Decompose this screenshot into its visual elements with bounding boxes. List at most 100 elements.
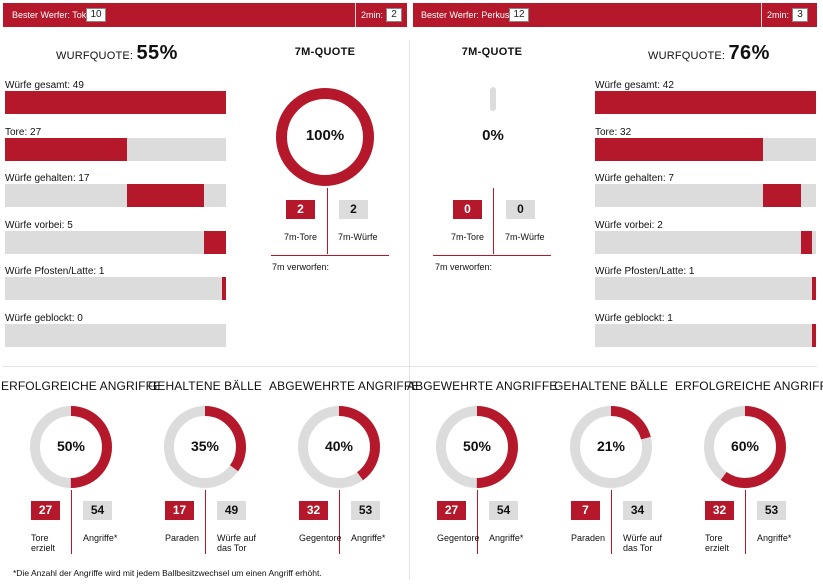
section-grey-label: Angriffe* [351, 533, 386, 543]
right-bar-label: Würfe geblockt: 1 [595, 312, 673, 324]
right-bar-label: Würfe gesamt: 42 [595, 80, 674, 91]
right-wurfquote: WURFQUOTE: 76% [648, 42, 770, 65]
right-7m-underline [433, 255, 551, 256]
section-donut-arc [570, 406, 652, 488]
left-7m-verworfen-label: 7m verworfen: [272, 262, 330, 272]
section-grey-value: 49 [217, 501, 246, 520]
section-donut-arc [704, 406, 786, 488]
left-best-scorer-label: Bester Werfer: Tokic [12, 10, 93, 20]
right-bar-fill [800, 230, 812, 254]
right-7m-title: 7M-QUOTE [461, 46, 523, 58]
right-bar-track [595, 323, 816, 347]
section-red-value: 17 [165, 501, 194, 520]
left-wurfquote-label: WURFQUOTE: [56, 50, 134, 62]
left-bar-label: Würfe geblockt: 0 [5, 312, 83, 324]
right-bar-track [595, 137, 816, 161]
right-bar-track [595, 184, 816, 207]
section-divider [71, 490, 72, 554]
section-donut [298, 406, 380, 488]
right-bar-label: Würfe gehalten: 7 [595, 173, 674, 184]
right-wurfquote-label: WURFQUOTE: [648, 50, 726, 62]
section-red-label: Tore erzielt [31, 533, 56, 553]
section-grey-value: 53 [757, 501, 786, 520]
left-wurfquote: WURFQUOTE: 55% [56, 42, 178, 65]
section-red-label: Gegentore [437, 533, 480, 543]
section-donut [570, 406, 652, 488]
right-best-scorer-value: 12 [509, 8, 529, 22]
left-bar-track [5, 230, 226, 254]
section-title: ABGEWEHRTE ANGRIFFE [407, 379, 558, 393]
section-donut [704, 406, 786, 488]
left-wurfquote-value: 55% [136, 42, 178, 64]
section-percent: 60% [730, 438, 760, 454]
left-bar-label: Tore: 27 [5, 126, 42, 138]
section-red-value: 32 [705, 501, 734, 520]
section-percent: 21% [596, 438, 626, 454]
section-divider [477, 490, 478, 554]
right-7m-tore-value: 0 [453, 200, 482, 219]
left-bar-fill [203, 230, 226, 254]
left-bar-fill [126, 184, 204, 207]
section-grey-value: 54 [83, 501, 112, 520]
section-red-value: 27 [437, 501, 466, 520]
section-percent: 50% [462, 438, 492, 454]
section-red-label: Paraden [571, 533, 606, 543]
left-7m-donut [276, 88, 374, 186]
right-bar-label: Würfe Pfosten/Latte: 1 [595, 266, 695, 277]
section-donut [436, 406, 518, 488]
right-bar-label: Tore: 32 [595, 126, 632, 138]
right-7m-divider [493, 188, 494, 254]
right-bar-fill [595, 137, 763, 161]
left-7m-tore-label: 7m-Tore [284, 232, 318, 242]
section-grey-label: Angriffe* [757, 533, 792, 543]
right-bar-fill [811, 277, 816, 300]
section-percent: 35% [190, 438, 220, 454]
left-bar-track [5, 137, 226, 161]
left-bar-label: Würfe vorbei: 5 [5, 219, 73, 231]
section-donut [164, 406, 246, 488]
section-red-label: Tore erzielt [705, 533, 730, 553]
section-red-value: 7 [571, 501, 600, 520]
right-bar-fill [762, 184, 801, 207]
right-7m-wuerfe-label: 7m-Würfe [505, 232, 545, 242]
left-7m-percent: 100% [305, 127, 345, 144]
left-7m-underline [271, 255, 389, 256]
left-best-scorer-value: 10 [86, 8, 106, 22]
section-donut [30, 406, 112, 488]
section-percent: 50% [56, 438, 86, 454]
left-7m-donut-arc [276, 88, 374, 186]
left-bar-track [5, 277, 226, 300]
left-7m-tore-value: 2 [286, 200, 315, 219]
right-bar-track [595, 277, 816, 300]
right-topbar: Bester Werfer: Perkusic 12 2min: 3 [413, 3, 817, 27]
right-7m-wuerfe-value: 0 [506, 200, 535, 219]
section-red-label: Gegentore [299, 533, 342, 543]
footnote: *Die Anzahl der Angriffe wird mit jedem … [13, 568, 322, 578]
section-divider [611, 490, 612, 554]
right-bar-track [595, 91, 816, 114]
section-title: ERFOLGREICHE ANGRIFFE [675, 379, 823, 393]
section-title: GEHALTENE BÄLLE [148, 379, 262, 393]
right-bar-track [595, 230, 816, 254]
section-title: GEHALTENE BÄLLE [554, 379, 668, 393]
right-best-scorer-label: Bester Werfer: Perkusic [421, 10, 516, 20]
left-bar-fill [5, 91, 226, 114]
right-7m-verworfen-label: 7m verworfen: [435, 262, 493, 272]
left-7m-wuerfe-value: 2 [339, 200, 368, 219]
left-bar-track [5, 184, 226, 207]
section-donut-arc [30, 406, 112, 488]
section-grey-label: Angriffe* [489, 533, 524, 543]
section-separator [3, 366, 817, 367]
right-bar-fill [595, 91, 816, 114]
left-2min-label: 2min: [361, 10, 384, 20]
left-topbar: Bester Werfer: Tokic 10 2min: 2 [3, 3, 407, 27]
left-bar-fill [5, 137, 127, 161]
section-donut-arc [164, 406, 246, 488]
right-7m-empty-indicator [490, 87, 496, 111]
right-wurfquote-value: 76% [728, 42, 770, 64]
center-separator [409, 40, 410, 580]
section-grey-value: 54 [489, 501, 518, 520]
section-divider [205, 490, 206, 554]
left-bar-label: Würfe Pfosten/Latte: 1 [5, 266, 105, 277]
section-percent: 40% [324, 438, 354, 454]
